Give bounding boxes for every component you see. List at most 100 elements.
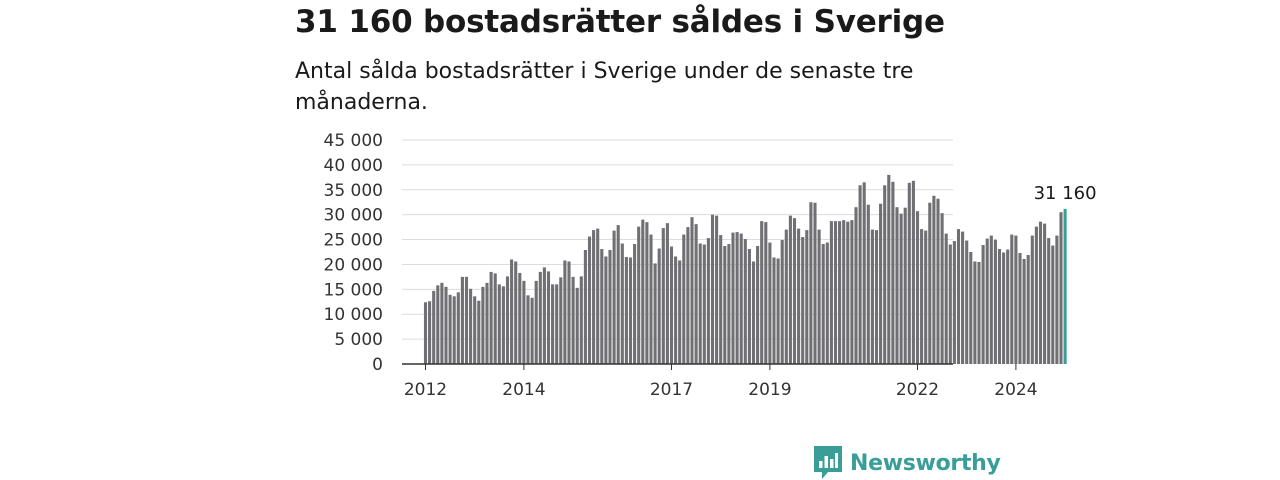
bar: [915, 211, 920, 364]
bar: [891, 181, 895, 364]
bar: [559, 277, 563, 364]
bar: [538, 271, 542, 364]
bar: [497, 284, 501, 364]
bar: [936, 198, 940, 364]
bar: [485, 282, 489, 364]
x-tick-label: 2012: [404, 380, 447, 400]
bar: [546, 271, 551, 364]
bar: [965, 240, 969, 364]
y-tick-label: 25 000: [324, 231, 383, 251]
bar: [903, 207, 907, 364]
bar: [473, 296, 477, 364]
y-tick-label: 40 000: [324, 156, 383, 176]
bar: [719, 235, 723, 364]
bar: [825, 242, 829, 364]
bar: [911, 180, 915, 364]
bar: [1030, 235, 1034, 364]
bar: [428, 301, 432, 364]
bar: [649, 234, 653, 364]
bar: [604, 256, 608, 364]
bar: [620, 243, 624, 364]
bar: [669, 246, 674, 364]
bar: [477, 300, 481, 364]
bar: [587, 236, 592, 364]
bar: [739, 233, 743, 364]
bar: [907, 182, 911, 364]
bar: [715, 215, 719, 364]
x-tick-label: 2019: [748, 380, 791, 400]
bar: [801, 237, 805, 364]
y-tick-label: 20 000: [324, 255, 383, 275]
bar: [952, 241, 956, 364]
bar: [895, 207, 899, 364]
bar: [924, 230, 928, 364]
y-tick-label: 0: [372, 355, 383, 375]
bar: [727, 244, 731, 364]
bar: [870, 229, 874, 364]
grid-lines: [402, 139, 953, 340]
x-axis-ticks: 2012 2014 2017 2019 2022 2024: [404, 364, 1038, 400]
page-title: 31 160 bostadsrätter såldes i Sverige: [295, 4, 945, 40]
bar: [772, 257, 776, 364]
bar: [579, 276, 583, 364]
bar: [1059, 212, 1063, 364]
bar: [932, 195, 936, 364]
bar: [575, 287, 579, 364]
bar: [788, 215, 792, 364]
bar: [514, 261, 518, 364]
bar: [678, 260, 682, 364]
bar: [1002, 252, 1006, 364]
bar: [973, 261, 977, 364]
bar: [706, 238, 710, 364]
bar: [1014, 235, 1018, 364]
bar: [760, 221, 764, 364]
bar: [838, 221, 842, 364]
bar: [817, 229, 821, 364]
bar: [608, 250, 612, 364]
bar: [624, 256, 628, 364]
bar: [637, 226, 641, 364]
bar: [530, 297, 534, 364]
bar: [510, 259, 514, 364]
bar: [993, 239, 997, 364]
x-tick-label: 2022: [896, 380, 939, 400]
bar: [809, 202, 813, 364]
bar: [743, 239, 747, 364]
bar: [645, 222, 649, 364]
bar: [731, 232, 735, 364]
bar: [628, 257, 633, 364]
bar: [768, 242, 772, 364]
bar: [1010, 234, 1014, 364]
bar: [747, 249, 751, 364]
bar: [751, 261, 756, 364]
bar: [997, 249, 1002, 364]
bar: [690, 217, 694, 364]
brand-name: Newsworthy: [850, 450, 1001, 476]
bar: [432, 290, 436, 364]
bar: [657, 248, 661, 364]
bar: [1018, 253, 1022, 364]
bar: [1038, 221, 1043, 364]
bar: [456, 292, 460, 364]
bar: [879, 203, 883, 364]
bar: [489, 271, 493, 364]
bar: [444, 286, 448, 364]
bar: [776, 258, 780, 364]
bar: [674, 256, 678, 364]
bar: [710, 214, 715, 364]
bar-latest: [1063, 208, 1067, 364]
bar: [944, 233, 948, 364]
brand-logo[interactable]: Newsworthy: [814, 446, 1001, 480]
bar: [616, 225, 620, 364]
y-tick-label: 5 000: [334, 330, 383, 350]
newsworthy-logo-icon: [814, 446, 842, 479]
bar: [1006, 249, 1010, 364]
bar: [518, 272, 522, 364]
bar: [792, 218, 797, 364]
bar: [883, 185, 887, 364]
bar: [481, 286, 485, 364]
bar: [448, 294, 452, 364]
x-tick-label: 2017: [650, 380, 693, 400]
y-tick-label: 30 000: [324, 206, 383, 226]
